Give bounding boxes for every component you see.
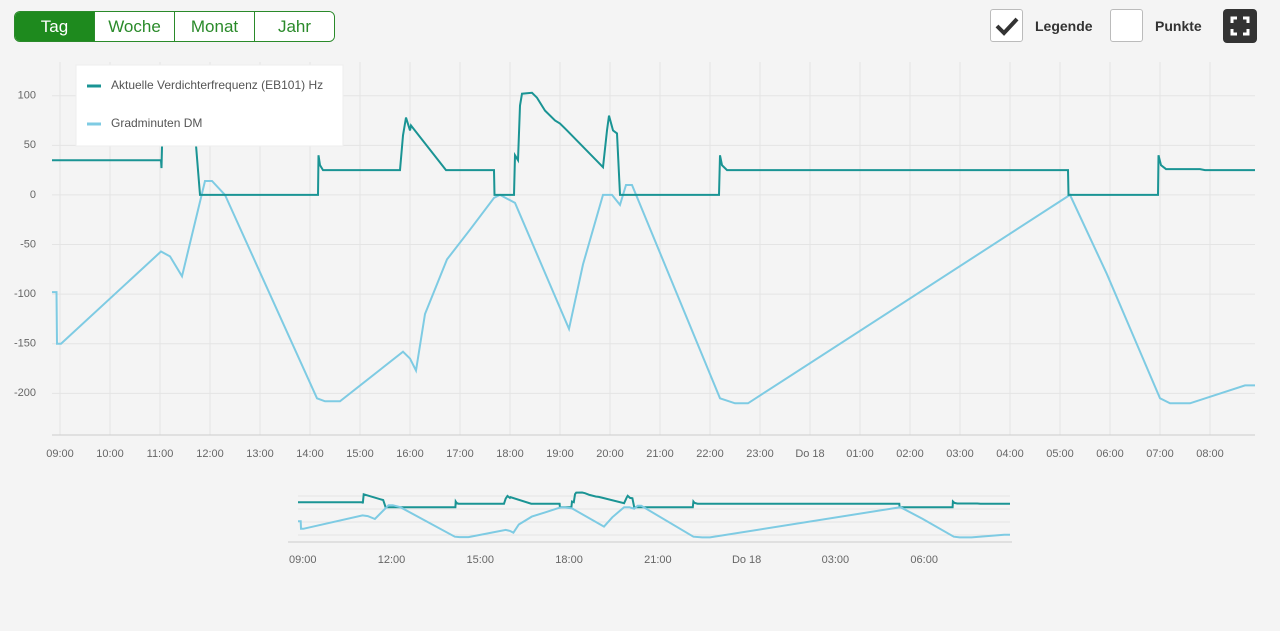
x-tick-label: 03:00: [946, 448, 974, 460]
y-tick-label: 0: [30, 189, 36, 201]
option-label: Legende: [1035, 17, 1093, 34]
x-tick-label: 13:00: [246, 448, 274, 460]
tab[interactable]: Jahr: [254, 12, 334, 41]
x-tick-label: 21:00: [646, 448, 674, 460]
x-tick-label: Do 18: [795, 448, 824, 460]
x-tick-label: 23:00: [746, 448, 774, 460]
legend-label: Aktuelle Verdichterfrequenz (EB101) Hz: [111, 78, 323, 92]
navigator-tick-label: Do 18: [732, 554, 761, 566]
x-tick-label: 16:00: [396, 448, 424, 460]
x-tick-label: 19:00: [546, 448, 574, 460]
y-tick-label: 50: [24, 139, 36, 151]
x-tick-label: 07:00: [1146, 448, 1174, 460]
navigator-tick-label: 15:00: [467, 554, 495, 566]
y-tick-label: -100: [14, 288, 36, 300]
tab[interactable]: Monat: [174, 12, 254, 41]
check-icon: [995, 17, 1018, 36]
navigator-tick-label: 09:00: [289, 554, 317, 566]
x-tick-label: 09:00: [46, 448, 74, 460]
tab[interactable]: Woche: [94, 12, 174, 41]
checkbox[interactable]: [990, 9, 1023, 42]
legend-label: Gradminuten DM: [111, 116, 202, 130]
navigator-tick-label: 12:00: [378, 554, 406, 566]
legend-option[interactable]: Legende: [990, 9, 1093, 42]
navigator-tick-label: 18:00: [555, 554, 583, 566]
y-tick-label: -150: [14, 338, 36, 350]
x-tick-label: 15:00: [346, 448, 374, 460]
series-line: [52, 180, 1255, 405]
x-tick-label: 05:00: [1046, 448, 1074, 460]
x-tick-label: 11:00: [147, 448, 174, 460]
range-tabs: Tag Woche Monat Jahr: [14, 11, 335, 42]
navigator-line: [298, 491, 1010, 509]
tab[interactable]: Tag: [15, 12, 94, 41]
fullscreen-button[interactable]: [1223, 9, 1257, 43]
navigator-tick-label: 03:00: [822, 554, 850, 566]
x-tick-label: 18:00: [496, 448, 524, 460]
x-tick-label: 01:00: [846, 448, 874, 460]
points-option[interactable]: Punkte: [1110, 9, 1202, 42]
x-tick-label: 22:00: [696, 448, 724, 460]
x-tick-label: 14:00: [296, 448, 324, 460]
x-tick-label: 08:00: [1196, 448, 1224, 460]
x-tick-label: 04:00: [996, 448, 1024, 460]
navigator-tick-label: 21:00: [644, 554, 672, 566]
y-tick-label: -200: [14, 387, 36, 399]
y-tick-label: 100: [18, 90, 36, 102]
x-tick-label: 12:00: [196, 448, 224, 460]
x-tick-label: 20:00: [596, 448, 624, 460]
x-tick-label: 02:00: [896, 448, 924, 460]
option-label: Punkte: [1155, 17, 1202, 34]
y-tick-label: -50: [20, 238, 36, 250]
x-tick-label: 17:00: [446, 448, 474, 460]
navigator-line: [298, 504, 1010, 539]
x-tick-label: 06:00: [1096, 448, 1124, 460]
navigator-tick-label: 06:00: [910, 554, 938, 566]
legend-box: [75, 64, 344, 147]
fullscreen-icon: [1230, 16, 1250, 36]
x-tick-label: 10:00: [96, 448, 124, 460]
series-line: [52, 91, 1255, 196]
checkbox[interactable]: [1110, 9, 1143, 42]
